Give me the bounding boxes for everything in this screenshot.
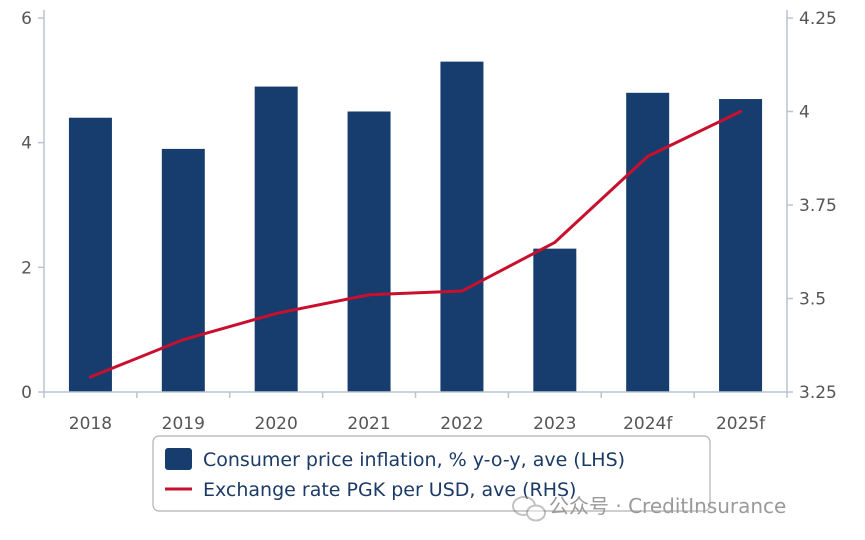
y-right-tick-label: 3.75 (799, 196, 837, 216)
y-left-tick-label: 4 (21, 134, 32, 154)
x-tick-label-2020: 2020 (255, 414, 298, 434)
bar-2021 (347, 111, 391, 392)
y-left-tick-label: 6 (21, 9, 32, 29)
bars-group (68, 61, 763, 393)
x-tick-label-2021: 2021 (347, 414, 390, 434)
legend-box (152, 435, 711, 512)
x-tick-label-2024f: 2024f (623, 414, 673, 434)
wechat-icon (512, 496, 546, 522)
bar-2019 (161, 148, 205, 392)
legend: Consumer price inflation, % y-o-y, ave (… (152, 435, 711, 512)
bar-2018 (68, 117, 112, 392)
y-right-tick-label: 3.5 (799, 290, 826, 310)
bar-2023 (533, 248, 577, 392)
legend-bar-swatch (165, 448, 192, 470)
bar-2024f (626, 92, 670, 393)
bar-2020 (254, 86, 298, 393)
x-tick-label-2018: 2018 (69, 414, 112, 434)
exchange-rate-line (88, 110, 743, 379)
y-right-tick-label: 4 (799, 103, 810, 123)
x-tick-label-2025f: 2025f (716, 414, 766, 434)
y-left-tick-label: 0 (21, 383, 32, 403)
x-tick-label-2023: 2023 (533, 414, 576, 434)
x-tick-label-2019: 2019 (162, 414, 205, 434)
legend-label-exchange-rate: Exchange rate PGK per USD, ave (RHS) (203, 479, 576, 501)
tick-labels-group: 0 2 4 6 3.25 3.5 3.75 4 4.25 2018 2019 2020 2021 2022… (21, 9, 837, 434)
y-right-tick-label: 3.25 (799, 383, 837, 403)
bar-2022 (440, 61, 484, 393)
x-tick-label-2022: 2022 (440, 414, 483, 434)
y-right-tick-label: 4.25 (799, 9, 837, 29)
watermark-text: 公众号 · CreditInsurance (549, 494, 786, 518)
bar-2025f (719, 99, 763, 393)
y-left-tick-label: 2 (21, 258, 32, 278)
watermark: 公众号 · CreditInsurance (512, 494, 786, 522)
legend-label-inflation: Consumer price inflation, % y-o-y, ave (… (203, 449, 625, 471)
line-group (88, 110, 743, 379)
axes-group (38, 10, 793, 398)
